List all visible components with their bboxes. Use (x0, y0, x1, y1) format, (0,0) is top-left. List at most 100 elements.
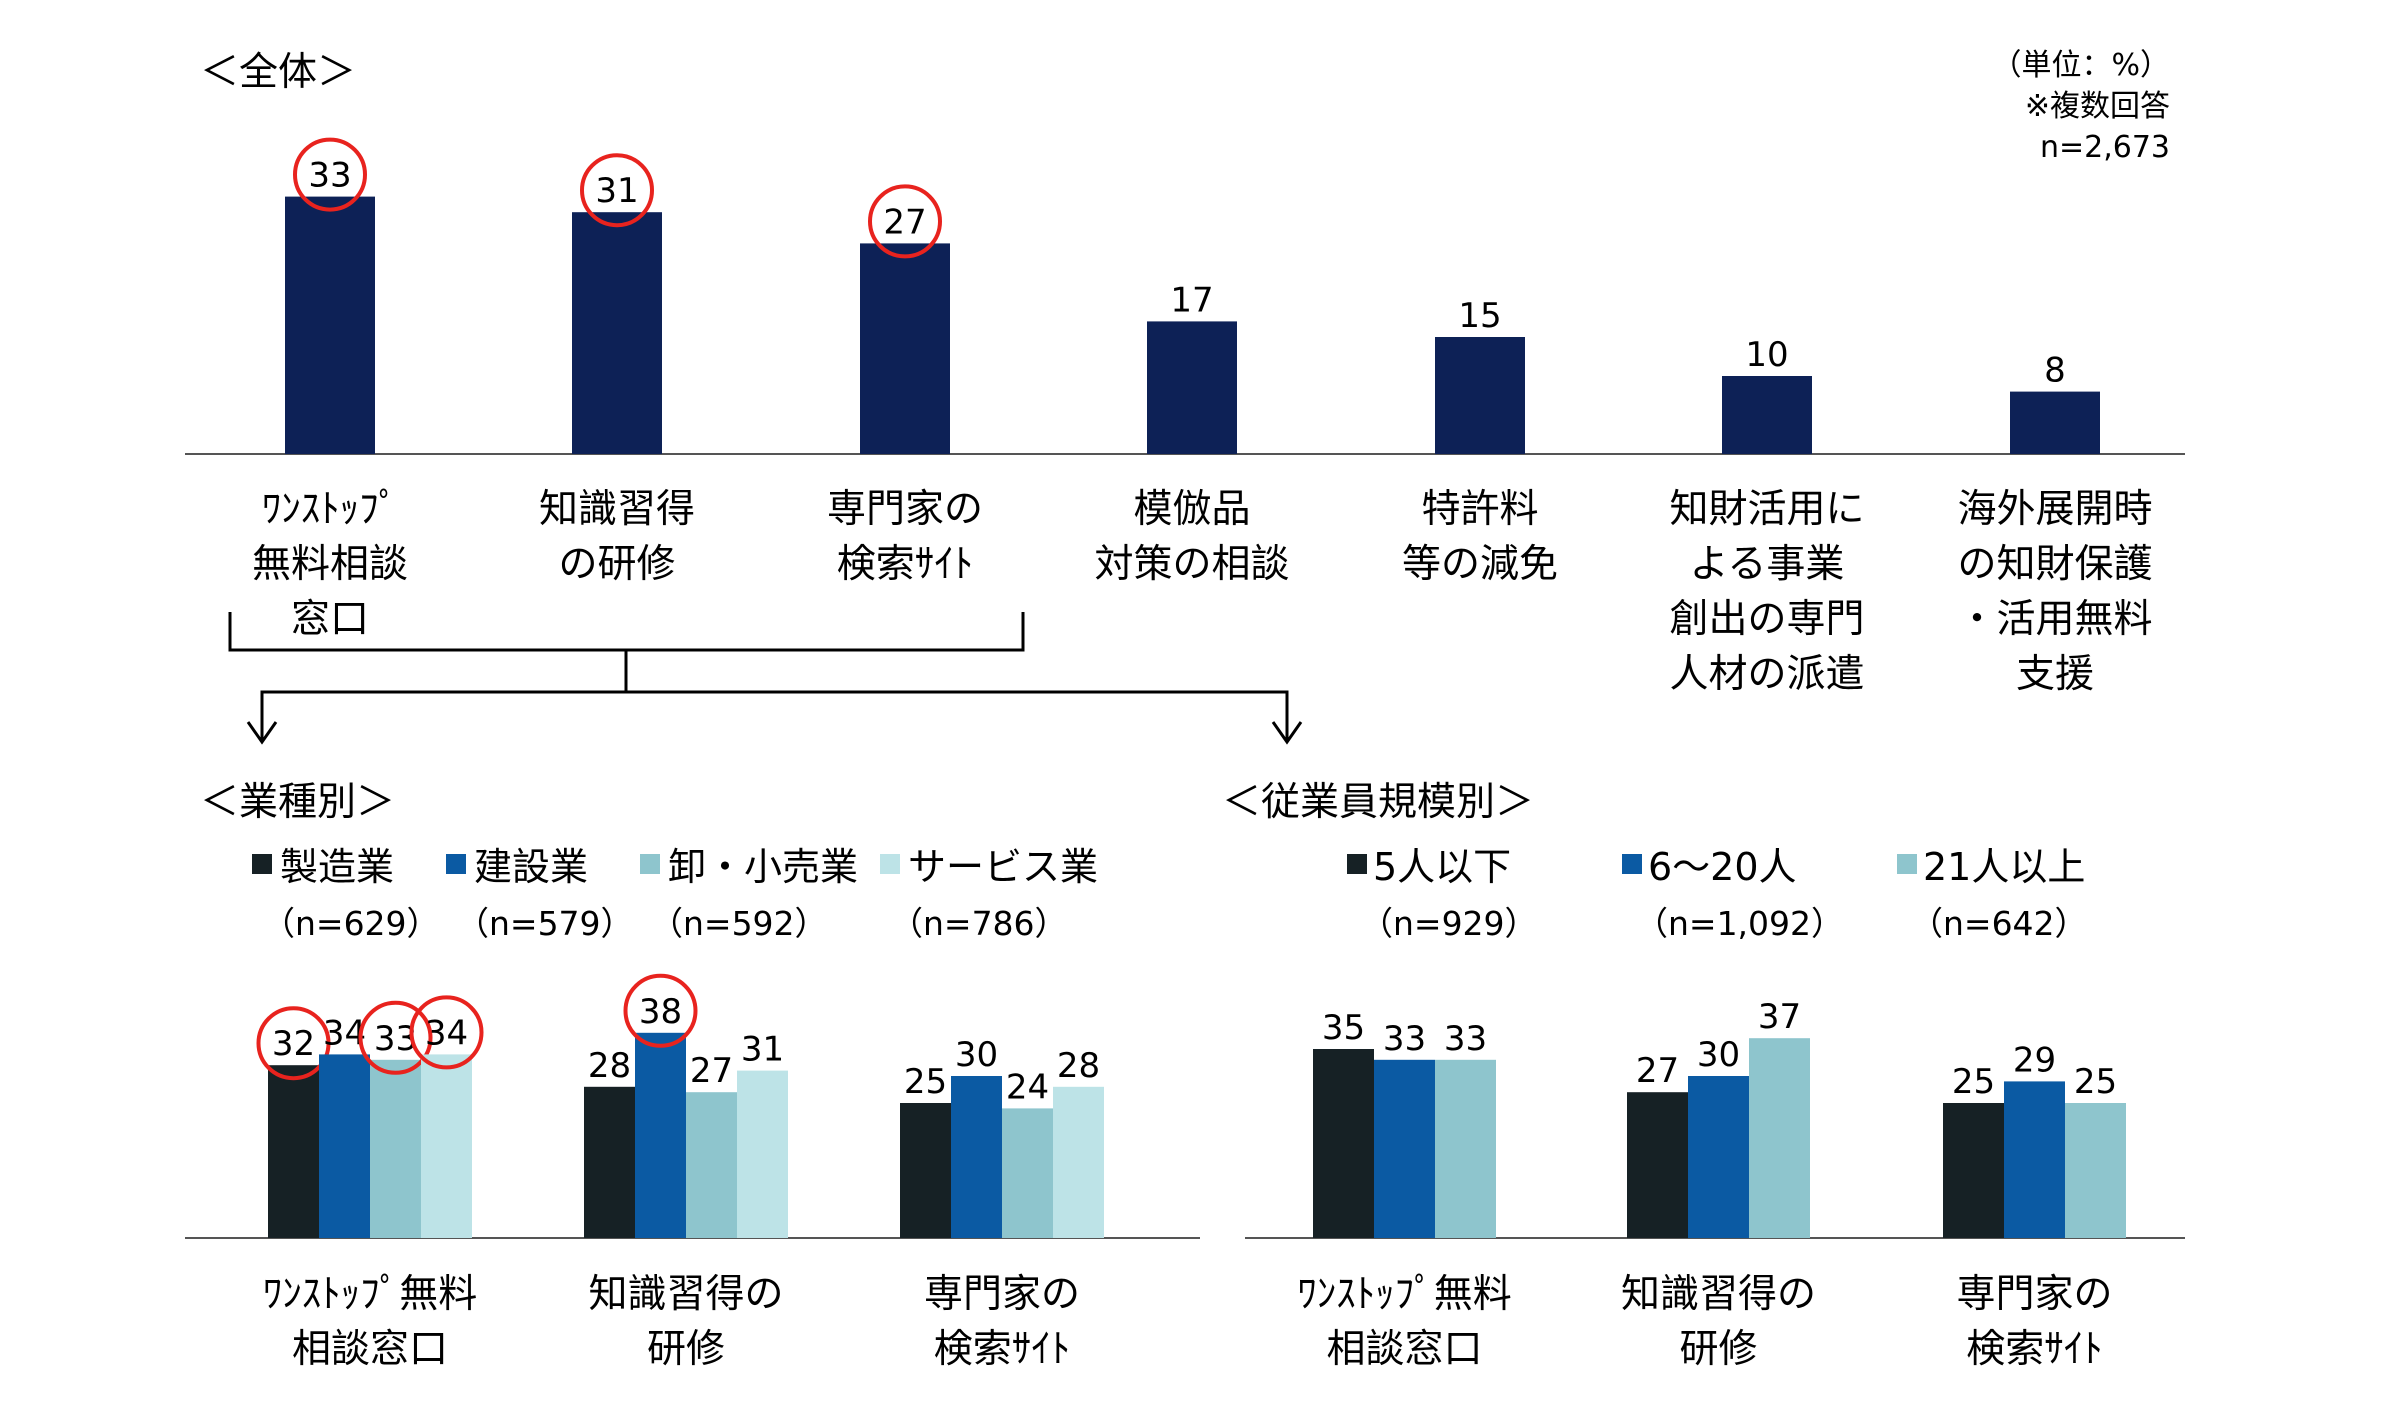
industry-bar (268, 1065, 319, 1238)
industry-bar (1002, 1108, 1053, 1238)
size-value-label: 35 (1322, 1008, 1365, 1048)
industry-value-label: 24 (1006, 1067, 1049, 1107)
sample-size-note: n=2,673 (2040, 130, 2170, 165)
size-bar (1313, 1049, 1374, 1238)
unit-note: （単位：%） (1991, 48, 2170, 83)
overall-category-label: 創出の専門 (1669, 597, 1864, 642)
overall-value-label: 8 (2044, 351, 2066, 391)
overall-bar (1722, 376, 1812, 454)
legend-n-service: （n=786） (890, 904, 1068, 943)
overall-category-label: 特許料 (1421, 487, 1538, 532)
industry-value-label: 34 (425, 1013, 468, 1053)
industry-bar (737, 1070, 788, 1238)
industry-bar (370, 1059, 421, 1238)
highlight-circle (623, 973, 698, 1048)
size-value-label: 30 (1697, 1035, 1740, 1075)
overall-category-label: 人材の派遣 (1669, 652, 1864, 697)
highlight-circle (358, 1000, 433, 1075)
legend-swatch-construction (446, 854, 466, 874)
industry-value-label: 30 (955, 1035, 998, 1075)
legend-label-construction: 建設業 (474, 845, 588, 889)
industry-category-label: 専門家の (924, 1272, 1080, 1317)
overall-category-label: 模倣品 (1133, 487, 1250, 532)
overall-category-label: 等の減免 (1402, 542, 1558, 587)
legend-swatch-service (880, 854, 900, 874)
overall-category-label: 海外展開時 (1957, 487, 2152, 532)
size-category-label: 研修 (1679, 1327, 1757, 1372)
legend-n-large: （n=642） (1910, 904, 2088, 943)
industry-bar (951, 1076, 1002, 1238)
overall-bar (285, 196, 375, 454)
highlight-circle (293, 137, 367, 212)
legend-swatch-wholesale (640, 854, 660, 874)
overall-category-label: 無料相談 (252, 542, 408, 587)
size-value-label: 33 (1383, 1019, 1426, 1059)
legend-label-medium: 6～20人 (1648, 845, 1797, 889)
size-value-label: 37 (1758, 997, 1801, 1037)
industry-value-label: 32 (272, 1024, 315, 1064)
industry-bar (421, 1054, 472, 1238)
industry-bar (686, 1092, 737, 1238)
industry-value-label: 33 (374, 1019, 417, 1059)
industry-bar (900, 1103, 951, 1238)
size-bar (1435, 1059, 1496, 1238)
size-value-label: 29 (2013, 1040, 2056, 1080)
size-bar (1749, 1038, 1810, 1238)
overall-value-label: 10 (1745, 335, 1788, 375)
industry-value-label: 38 (639, 992, 682, 1032)
legend-label-large: 21人以上 (1923, 845, 2085, 889)
overall-title: ＜全体＞ (200, 50, 356, 95)
overall-category-label: 専門家の (827, 487, 983, 532)
overall-category-label: 対策の相談 (1094, 542, 1289, 587)
arrow-heads (246, 721, 1303, 745)
highlight-circle (868, 184, 942, 259)
overall-value-label: 15 (1458, 296, 1501, 336)
legend-label-small: 5人以下 (1373, 845, 1511, 889)
size-category-label: ﾜﾝｽﾄｯﾌﾟ無料 (1297, 1272, 1512, 1317)
overall-category-label: ・活用無料 (1957, 597, 2152, 642)
overall-bar (860, 243, 950, 454)
industry-category-label: ﾜﾝｽﾄｯﾌﾟ無料 (263, 1272, 478, 1317)
size-bar (1374, 1059, 1435, 1238)
legend-n-manufacturing: （n=629） (262, 904, 440, 943)
legend-swatch-small (1347, 854, 1367, 874)
industry-value-label: 28 (588, 1046, 631, 1086)
overall-value-label: 17 (1170, 280, 1213, 320)
overall-value-label: 27 (883, 202, 926, 242)
industry-bar (584, 1086, 635, 1238)
size-category-label: 知識習得の (1621, 1272, 1816, 1317)
size-bar (1943, 1103, 2004, 1238)
overall-category-label: よる事業 (1690, 542, 1845, 587)
industry-bar (1053, 1086, 1104, 1238)
overall-category-label: 窓口 (291, 597, 369, 642)
highlight-circle (409, 995, 484, 1070)
industry-value-label: 25 (904, 1062, 947, 1102)
industry-value-label: 28 (1057, 1046, 1100, 1086)
overall-category-label: 知財活用に (1669, 487, 1864, 532)
overall-bar (2010, 391, 2100, 454)
legend-n-small: （n=929） (1360, 904, 1538, 943)
legend-n-medium: （n=1,092） (1635, 904, 1844, 943)
size-bar (2065, 1103, 2126, 1238)
overall-bar (1147, 321, 1237, 454)
overall-category-label: の研修 (558, 542, 675, 587)
size-category-label: 専門家の (1956, 1272, 2112, 1317)
bracket-connector (228, 612, 1289, 740)
size-legend: 5人以下 （n=929） 6～20人 （n=1,092） 21人以上 （n=64… (1347, 845, 2088, 943)
legend-swatch-medium (1622, 854, 1642, 874)
size-bar (1627, 1092, 1688, 1238)
legend-label-wholesale: 卸・小売業 (668, 845, 858, 889)
size-category-label: 検索ｻｲﾄ (1966, 1327, 2103, 1372)
size-value-label: 27 (1636, 1051, 1679, 1091)
size-bar (1688, 1076, 1749, 1238)
size-bar (2004, 1081, 2065, 1238)
overall-category-label: 知識習得 (539, 487, 695, 532)
legend-swatch-manufacturing (252, 854, 272, 874)
highlight-circle (256, 1006, 331, 1081)
industry-title: ＜業種別＞ (200, 780, 395, 825)
legend-n-wholesale: （n=592） (650, 904, 828, 943)
legend-label-service: サービス業 (908, 845, 1098, 889)
size-value-label: 33 (1444, 1019, 1487, 1059)
legend-label-manufacturing: 製造業 (280, 845, 394, 889)
